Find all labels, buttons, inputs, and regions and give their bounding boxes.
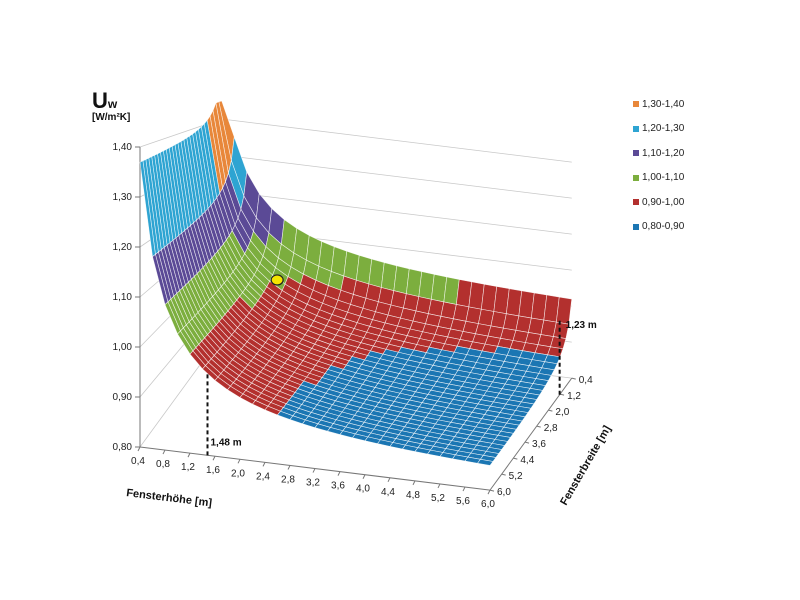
x-tick <box>237 459 241 464</box>
x-tick <box>287 465 291 470</box>
x-tick <box>337 471 341 476</box>
x-tick <box>362 474 366 479</box>
x-tick <box>162 449 166 455</box>
y-tick-label: 2,8 <box>544 423 558 434</box>
x-tick <box>387 477 391 483</box>
z-axis-unit: [W/m²K] <box>92 112 131 123</box>
x-tick-label: 1,6 <box>206 465 220 476</box>
x-tick-label: 4,4 <box>381 487 395 498</box>
legend-label: 1,10-1,20 <box>642 147 685 159</box>
y-tick-label: 1,2 <box>567 391 581 402</box>
x-tick <box>212 456 216 461</box>
z-tick-label: 1,40 <box>113 142 133 153</box>
legend-item: 1,10-1,20 <box>633 141 684 166</box>
optimum-marker <box>270 274 284 286</box>
legend-swatch <box>633 101 639 108</box>
x-tick <box>187 452 191 458</box>
x-tick-label: 2,8 <box>281 474 295 485</box>
z-tick-label: 1,10 <box>113 292 133 303</box>
legend-item: 1,00-1,10 <box>633 166 684 191</box>
y-tick <box>571 377 576 380</box>
z-tick-label: 0,90 <box>113 392 133 403</box>
y-tick-label: 0,4 <box>579 375 593 386</box>
z-axis-subscript: w <box>107 97 118 111</box>
legend-swatch <box>633 174 639 181</box>
y-tick <box>489 489 495 492</box>
y-tick-label: 4,4 <box>520 455 534 466</box>
x-tick <box>412 480 416 486</box>
y-tick-label: 2,0 <box>555 407 569 418</box>
legend-label: 1,20-1,30 <box>642 123 685 135</box>
legend-swatch <box>633 199 639 206</box>
z-tick-label: 1,30 <box>113 192 133 203</box>
y-tick <box>513 457 518 460</box>
width-marker-label: 1,23 m <box>566 320 597 331</box>
x-tick-label: 2,4 <box>256 471 270 482</box>
x-tick-label: 6,0 <box>481 499 495 510</box>
y-tick-label: 3,6 <box>532 439 546 450</box>
x-tick-label: 1,2 <box>181 462 195 473</box>
y-tick-label: 5,2 <box>509 471 523 482</box>
legend-swatch <box>633 223 639 230</box>
x-tick-label: 3,6 <box>331 481 345 492</box>
y-tick-label: 6,0 <box>497 487 511 498</box>
surface-cell <box>476 458 494 466</box>
z-tick-label: 1,00 <box>113 342 133 353</box>
x-tick-label: 0,8 <box>156 459 170 470</box>
height-marker-label: 1,48 m <box>211 437 242 448</box>
legend-label: 1,30-1,40 <box>642 98 685 110</box>
legend-label: 1,00-1,10 <box>642 172 685 184</box>
z-tick-label: 1,20 <box>113 242 133 253</box>
x-axis-title: Fensterhöhe [m] <box>126 487 213 509</box>
y-tick <box>524 441 530 444</box>
x-tick-label: 3,2 <box>306 478 320 489</box>
z-axis-title: Uw [W/m²K] <box>92 88 130 123</box>
legend-item: 0,90-1,00 <box>633 190 684 215</box>
x-tick <box>312 468 316 473</box>
y-axis-line <box>489 377 573 491</box>
x-tick <box>262 462 266 467</box>
legend-swatch <box>633 125 639 132</box>
legend-label: 0,80-0,90 <box>642 221 685 233</box>
y-tick <box>559 393 565 396</box>
y-axis-title: Fensterbreite [m] <box>558 423 613 507</box>
legend: 1,30-1,40 1,20-1,30 1,10-1,20 1,00-1,10 … <box>633 92 684 239</box>
z-axis-symbol: U <box>92 88 108 113</box>
legend-item: 1,30-1,40 <box>633 92 684 117</box>
x-tick <box>437 483 441 489</box>
x-tick <box>487 489 491 495</box>
legend-label: 0,90-1,00 <box>642 196 685 208</box>
y-tick <box>501 473 506 476</box>
x-tick <box>137 446 141 452</box>
x-tick-label: 2,0 <box>231 468 245 479</box>
x-tick <box>462 486 466 492</box>
y-tick <box>536 425 541 428</box>
legend-item: 1,20-1,30 <box>633 117 684 142</box>
legend-item: 0,80-0,90 <box>633 215 684 240</box>
legend-swatch <box>633 150 639 157</box>
y-tick <box>548 409 553 412</box>
x-tick-label: 5,6 <box>456 496 470 507</box>
x-tick-label: 4,8 <box>406 490 420 501</box>
x-tick-label: 4,0 <box>356 484 370 495</box>
z-tick-label: 0,80 <box>113 442 133 453</box>
x-tick-label: 5,2 <box>431 493 445 504</box>
x-tick-label: 0,4 <box>131 456 145 467</box>
